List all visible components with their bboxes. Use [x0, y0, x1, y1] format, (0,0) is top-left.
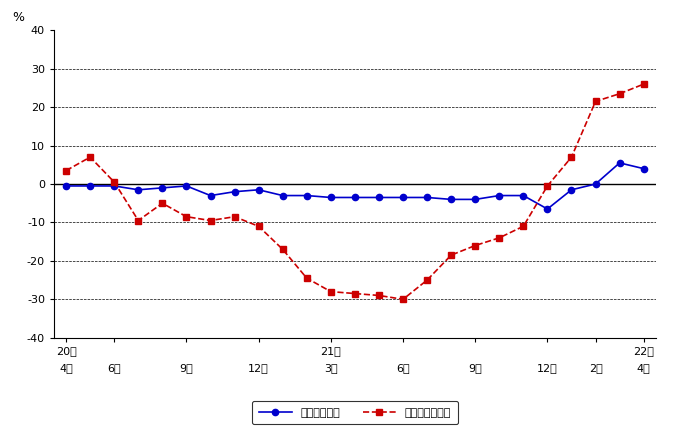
総実労働時間	[351, 195, 359, 200]
所定外労働時間	[639, 81, 648, 87]
Text: 4月: 4月	[59, 363, 73, 373]
Legend: 総実労働時間, 所定外労働時間: 総実労働時間, 所定外労働時間	[252, 401, 458, 424]
Line: 総実労働時間: 総実労働時間	[63, 160, 647, 212]
所定外労働時間	[110, 180, 118, 185]
所定外労働時間	[399, 297, 407, 302]
所定外労働時間	[231, 214, 239, 219]
Text: 9月: 9月	[180, 363, 193, 373]
所定外労働時間	[303, 275, 311, 281]
所定外労働時間	[447, 252, 455, 258]
総実労働時間	[519, 193, 527, 198]
総実労働時間	[110, 183, 118, 188]
Text: 9月: 9月	[468, 363, 482, 373]
総実労働時間	[447, 197, 455, 202]
Text: 12月: 12月	[537, 363, 558, 373]
総実労働時間	[592, 181, 600, 187]
総実労働時間	[158, 185, 166, 191]
所定外労働時間	[86, 155, 94, 160]
所定外労働時間	[544, 183, 552, 188]
総実労働時間	[375, 195, 383, 200]
Text: 6月: 6月	[396, 363, 410, 373]
Text: 12月: 12月	[248, 363, 269, 373]
所定外労働時間	[471, 243, 479, 248]
所定外労働時間	[423, 278, 431, 283]
総実労働時間	[231, 189, 239, 194]
Text: 20年: 20年	[55, 346, 76, 356]
所定外労働時間	[255, 224, 263, 229]
所定外労働時間	[375, 293, 383, 298]
総実労働時間	[471, 197, 479, 202]
Line: 所定外労働時間: 所定外労働時間	[63, 81, 647, 303]
Text: 2月: 2月	[589, 363, 602, 373]
Text: 6月: 6月	[107, 363, 121, 373]
総実労働時間	[206, 193, 214, 198]
所定外労働時間	[158, 200, 166, 206]
所定外労働時間	[279, 247, 287, 252]
所定外労働時間	[206, 218, 214, 223]
所定外労働時間	[616, 91, 624, 96]
所定外労働時間	[135, 218, 143, 223]
総実労働時間	[327, 195, 335, 200]
総実労働時間	[62, 183, 70, 188]
総実労働時間	[567, 187, 575, 192]
総実労働時間	[86, 183, 94, 188]
総実労働時間	[544, 207, 552, 212]
所定外労働時間	[519, 224, 527, 229]
総実労働時間	[399, 195, 407, 200]
Text: 21年: 21年	[320, 346, 341, 356]
総実労働時間	[279, 193, 287, 198]
所定外労働時間	[592, 99, 600, 104]
Text: 3月: 3月	[324, 363, 337, 373]
総実労働時間	[639, 166, 648, 171]
Text: 4月: 4月	[637, 363, 650, 373]
総実労働時間	[496, 193, 504, 198]
総実労働時間	[303, 193, 311, 198]
総実労働時間	[616, 160, 624, 165]
所定外労働時間	[183, 214, 191, 219]
Text: %: %	[12, 11, 24, 24]
所定外労働時間	[496, 235, 504, 240]
総実労働時間	[255, 187, 263, 192]
総実労働時間	[423, 195, 431, 200]
所定外労働時間	[351, 291, 359, 296]
所定外労働時間	[567, 155, 575, 160]
総実労働時間	[135, 187, 143, 192]
所定外労働時間	[327, 289, 335, 294]
総実労働時間	[183, 183, 191, 188]
Text: 22年: 22年	[633, 346, 654, 356]
所定外労働時間	[62, 168, 70, 173]
